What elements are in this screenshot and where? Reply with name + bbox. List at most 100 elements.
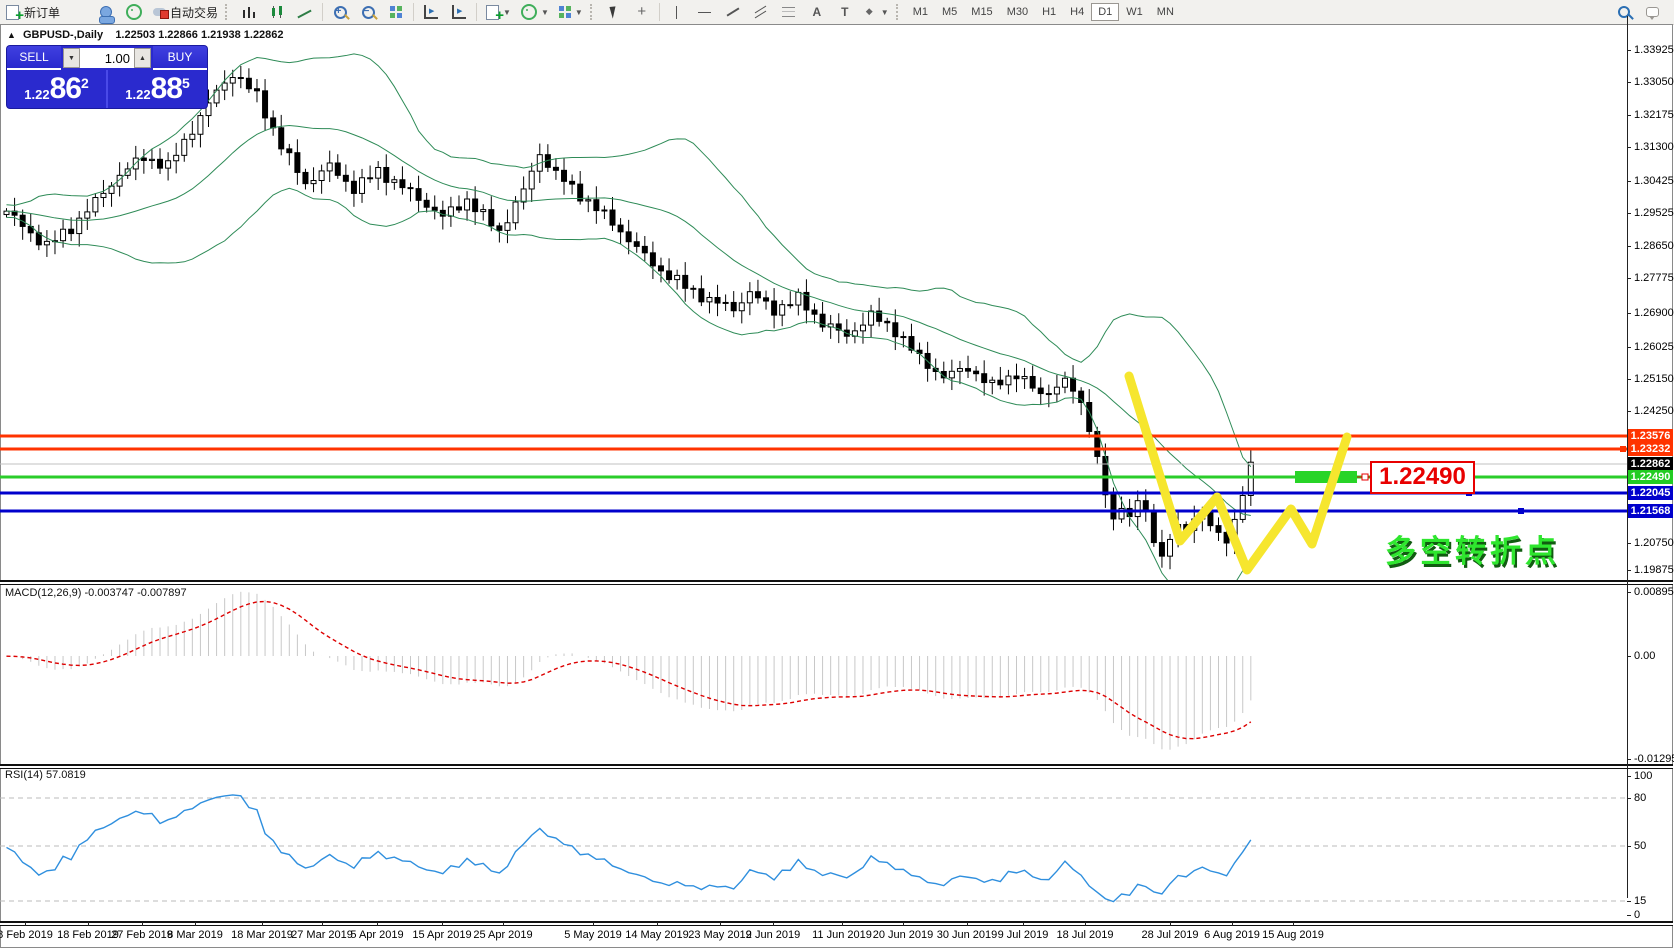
timeframe-d1[interactable]: D1 [1091,3,1120,21]
line-handle[interactable] [1518,508,1524,514]
collapse-triangle-icon[interactable]: ▲ [7,30,16,40]
date-tick [1232,922,1233,926]
toolbar-grip[interactable] [895,4,903,20]
indicators-dropdown[interactable]: ▼ [481,1,514,24]
line-handle[interactable] [1620,446,1626,452]
toolbar-grip[interactable] [225,4,232,20]
axis-tick [1627,278,1631,279]
timeframe-mn[interactable]: MN [1156,6,1174,18]
crosshair-button[interactable]: + [629,1,655,23]
timeframe-h4[interactable]: H4 [1070,6,1085,18]
clock-icon [520,4,537,20]
turning-point-note[interactable]: 多空转折点 [1385,534,1560,569]
search-button[interactable] [1611,1,1637,23]
buy-price[interactable]: 1.22 88 5 [108,70,207,108]
zoom-in-icon: + [333,5,347,19]
axis-tick [1627,246,1631,247]
auto-scroll-button[interactable] [418,1,444,23]
chart-shift-icon [452,5,467,19]
buy-button[interactable]: BUY [153,46,207,70]
autotrading-icon [153,8,170,19]
axis-tick [1627,213,1631,214]
chat-button[interactable] [1639,1,1665,23]
axis-tick [1627,313,1631,314]
timeframe-m1[interactable]: M1 [912,6,928,18]
date-tick [1023,922,1024,926]
date-tick [1085,922,1086,926]
axis-tick [1627,759,1631,760]
timeframe-h1[interactable]: H1 [1042,6,1057,18]
new-order-icon [6,4,24,24]
new-order-button[interactable]: 新订单 [1,1,63,24]
sell-button[interactable]: SELL [7,46,61,70]
date-tick [1170,922,1171,926]
timeframe-m30[interactable]: M30 [1006,6,1029,18]
text-label-icon: T [841,5,849,19]
chart-ohlc-values: 1.22503 1.22866 1.21938 1.22862 [115,29,284,41]
volume-decrease-button[interactable]: ▼ [63,48,80,68]
date-axis-label: 8 Mar 2019 [167,929,223,941]
one-click-trading-panel: SELL ▼ ▲ BUY 1.22 86 2 1.22 88 5 [7,46,207,108]
price-callout-label[interactable]: 1.22490 [1370,461,1475,494]
date-axis-label: 28 Jul 2019 [1141,929,1199,941]
periods-dropdown[interactable]: ▼ [516,1,552,23]
timeframe-m15[interactable]: M15 [971,6,993,18]
community-button[interactable] [93,1,119,24]
toolbar-grip[interactable] [589,4,597,20]
sell-price-sup: 2 [80,75,89,91]
templates-dropdown[interactable]: ▼ [554,1,586,23]
fibonacci-tool[interactable] [776,1,802,23]
text-label-tool[interactable]: T [832,1,858,23]
chat-icon [1645,7,1659,20]
sell-price[interactable]: 1.22 86 2 [7,70,108,108]
chart-shift-button[interactable] [446,1,472,23]
volume-increase-button[interactable]: ▲ [134,48,151,68]
price-axis-label: 1.25150 [1634,373,1674,385]
date-axis-label: 18 Jul 2019 [1056,929,1114,941]
axis-tick [1627,347,1631,348]
search-icon [1618,6,1630,18]
date-tick [967,922,968,926]
price-axis-label: 1.31300 [1634,141,1674,153]
text-tool-icon: A [812,5,822,19]
fibonacci-icon [782,6,796,18]
axis-tick [1627,115,1631,116]
rsi-axis-label: 80 [1634,792,1647,804]
template-icon [558,6,571,18]
date-axis-label: 27 Mar 2019 [291,929,353,941]
axis-tick [1627,181,1631,182]
bar-chart-button[interactable] [236,1,262,23]
timeframe-w1[interactable]: W1 [1126,6,1143,18]
signal-icon [126,4,143,20]
panel-separator[interactable] [0,580,1673,585]
date-axis-label: 20 Jun 2019 [872,929,934,941]
timeframe-m5[interactable]: M5 [942,6,958,18]
price-axis-label: 1.27775 [1634,272,1674,284]
macd-axis-label: -0.012957 [1634,753,1674,765]
autotrading-button[interactable]: 自动交易 [149,1,221,23]
date-axis-label: 9 Jul 2019 [997,929,1049,941]
crosshair-icon: + [637,3,647,20]
zoom-in-button[interactable]: + [327,1,353,23]
price-axis-label: 1.20750 [1634,537,1674,549]
zoom-out-button[interactable]: − [355,1,381,23]
date-tick [442,922,443,926]
date-tick [842,922,843,926]
candlestick-chart-button[interactable] [264,1,290,23]
panel-separator[interactable] [0,764,1673,769]
arrows-dropdown[interactable]: ▼ [860,1,892,23]
date-tick [25,922,26,926]
date-axis-label: 8 Feb 2019 [0,929,53,941]
volume-input[interactable] [80,48,134,68]
sell-price-small: 1.22 [24,86,50,102]
text-tool[interactable]: A [804,1,830,23]
axis-tick [1627,901,1631,902]
horizontal-line-tool[interactable] [692,1,718,23]
person-icon [99,6,116,24]
signals-button[interactable] [121,1,147,23]
vertical-line-tool[interactable] [664,1,690,23]
date-axis-label: 30 Jun 2019 [936,929,998,941]
tile-windows-button[interactable] [383,1,409,23]
price-badge-1.22045: 1.22045 [1628,486,1673,500]
